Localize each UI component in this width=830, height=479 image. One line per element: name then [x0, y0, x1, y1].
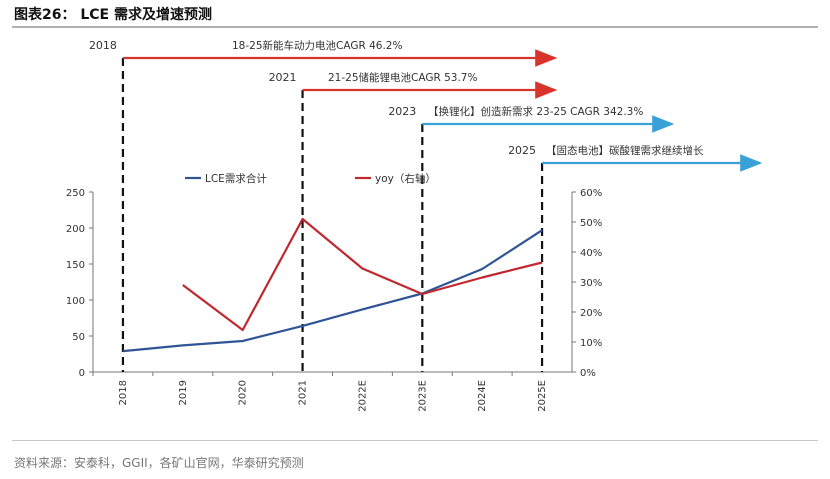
right-tick-label: 50% [580, 218, 602, 229]
right-tick-label: 30% [580, 278, 602, 289]
milestone-caption: 【固态电池】碳酸锂需求继续增长 [546, 144, 704, 157]
x-tick-label: 2024E [477, 380, 488, 412]
x-tick-label: 2022E [357, 380, 368, 412]
right-tick-label: 10% [580, 338, 602, 349]
legend-item: yoy（右轴） [355, 172, 436, 185]
milestone-2025: 2025 【固态电池】碳酸锂需求继续增长 [508, 144, 763, 372]
milestone-year: 2025 [508, 144, 536, 157]
milestone-year: 2023 [388, 105, 416, 118]
left-tick-label: 100 [66, 296, 85, 307]
left-tick-label: 0 [79, 368, 85, 379]
x-tick-label: 2025E [537, 380, 548, 412]
x-tick-label: 2020 [238, 380, 249, 405]
right-tick-label: 0% [580, 368, 596, 379]
right-tick-label: 60% [580, 188, 602, 199]
x-tick-label: 2019 [178, 380, 189, 405]
milestone-caption: 18-25新能车动力电池CAGR 46.2% [232, 39, 402, 52]
milestone-2018: 2018 18-25新能车动力电池CAGR 46.2% [89, 39, 558, 372]
milestone-year: 2021 [269, 71, 297, 84]
title-rule [12, 26, 818, 28]
footer-rule [12, 440, 818, 441]
milestone-year: 2018 [89, 39, 117, 52]
legend-label: yoy（右轴） [375, 172, 436, 185]
left-tick-label: 200 [66, 224, 85, 235]
left-tick-label: 50 [72, 332, 85, 343]
source-note: 资料来源：安泰科，GGII，各矿山官网，华泰研究预测 [14, 456, 304, 470]
x-tick-label: 2018 [118, 380, 129, 405]
left-tick-label: 250 [66, 188, 85, 199]
series-line-lce [122, 229, 543, 353]
milestone-2021: 2021 21-25储能锂电池CAGR 53.7% [269, 71, 558, 372]
right-tick-label: 20% [580, 308, 602, 319]
legend-item: LCE需求合计 [185, 172, 267, 185]
left-tick-label: 150 [66, 260, 85, 271]
milestone-2023: 2023 【换锂化】创造新需求 23-25 CAGR 342.3% [388, 105, 675, 372]
legend-label: LCE需求合计 [205, 172, 267, 185]
series-line-yoy [182, 217, 543, 332]
figure-title: 图表26： LCE 需求及增速预测 [14, 7, 212, 23]
x-tick-label: 2023E [417, 380, 428, 412]
x-tick-label: 2021 [298, 380, 309, 405]
right-tick-label: 40% [580, 248, 602, 259]
milestone-caption: 【换锂化】创造新需求 23-25 CAGR 342.3% [428, 105, 643, 118]
milestone-caption: 21-25储能锂电池CAGR 53.7% [328, 71, 477, 84]
